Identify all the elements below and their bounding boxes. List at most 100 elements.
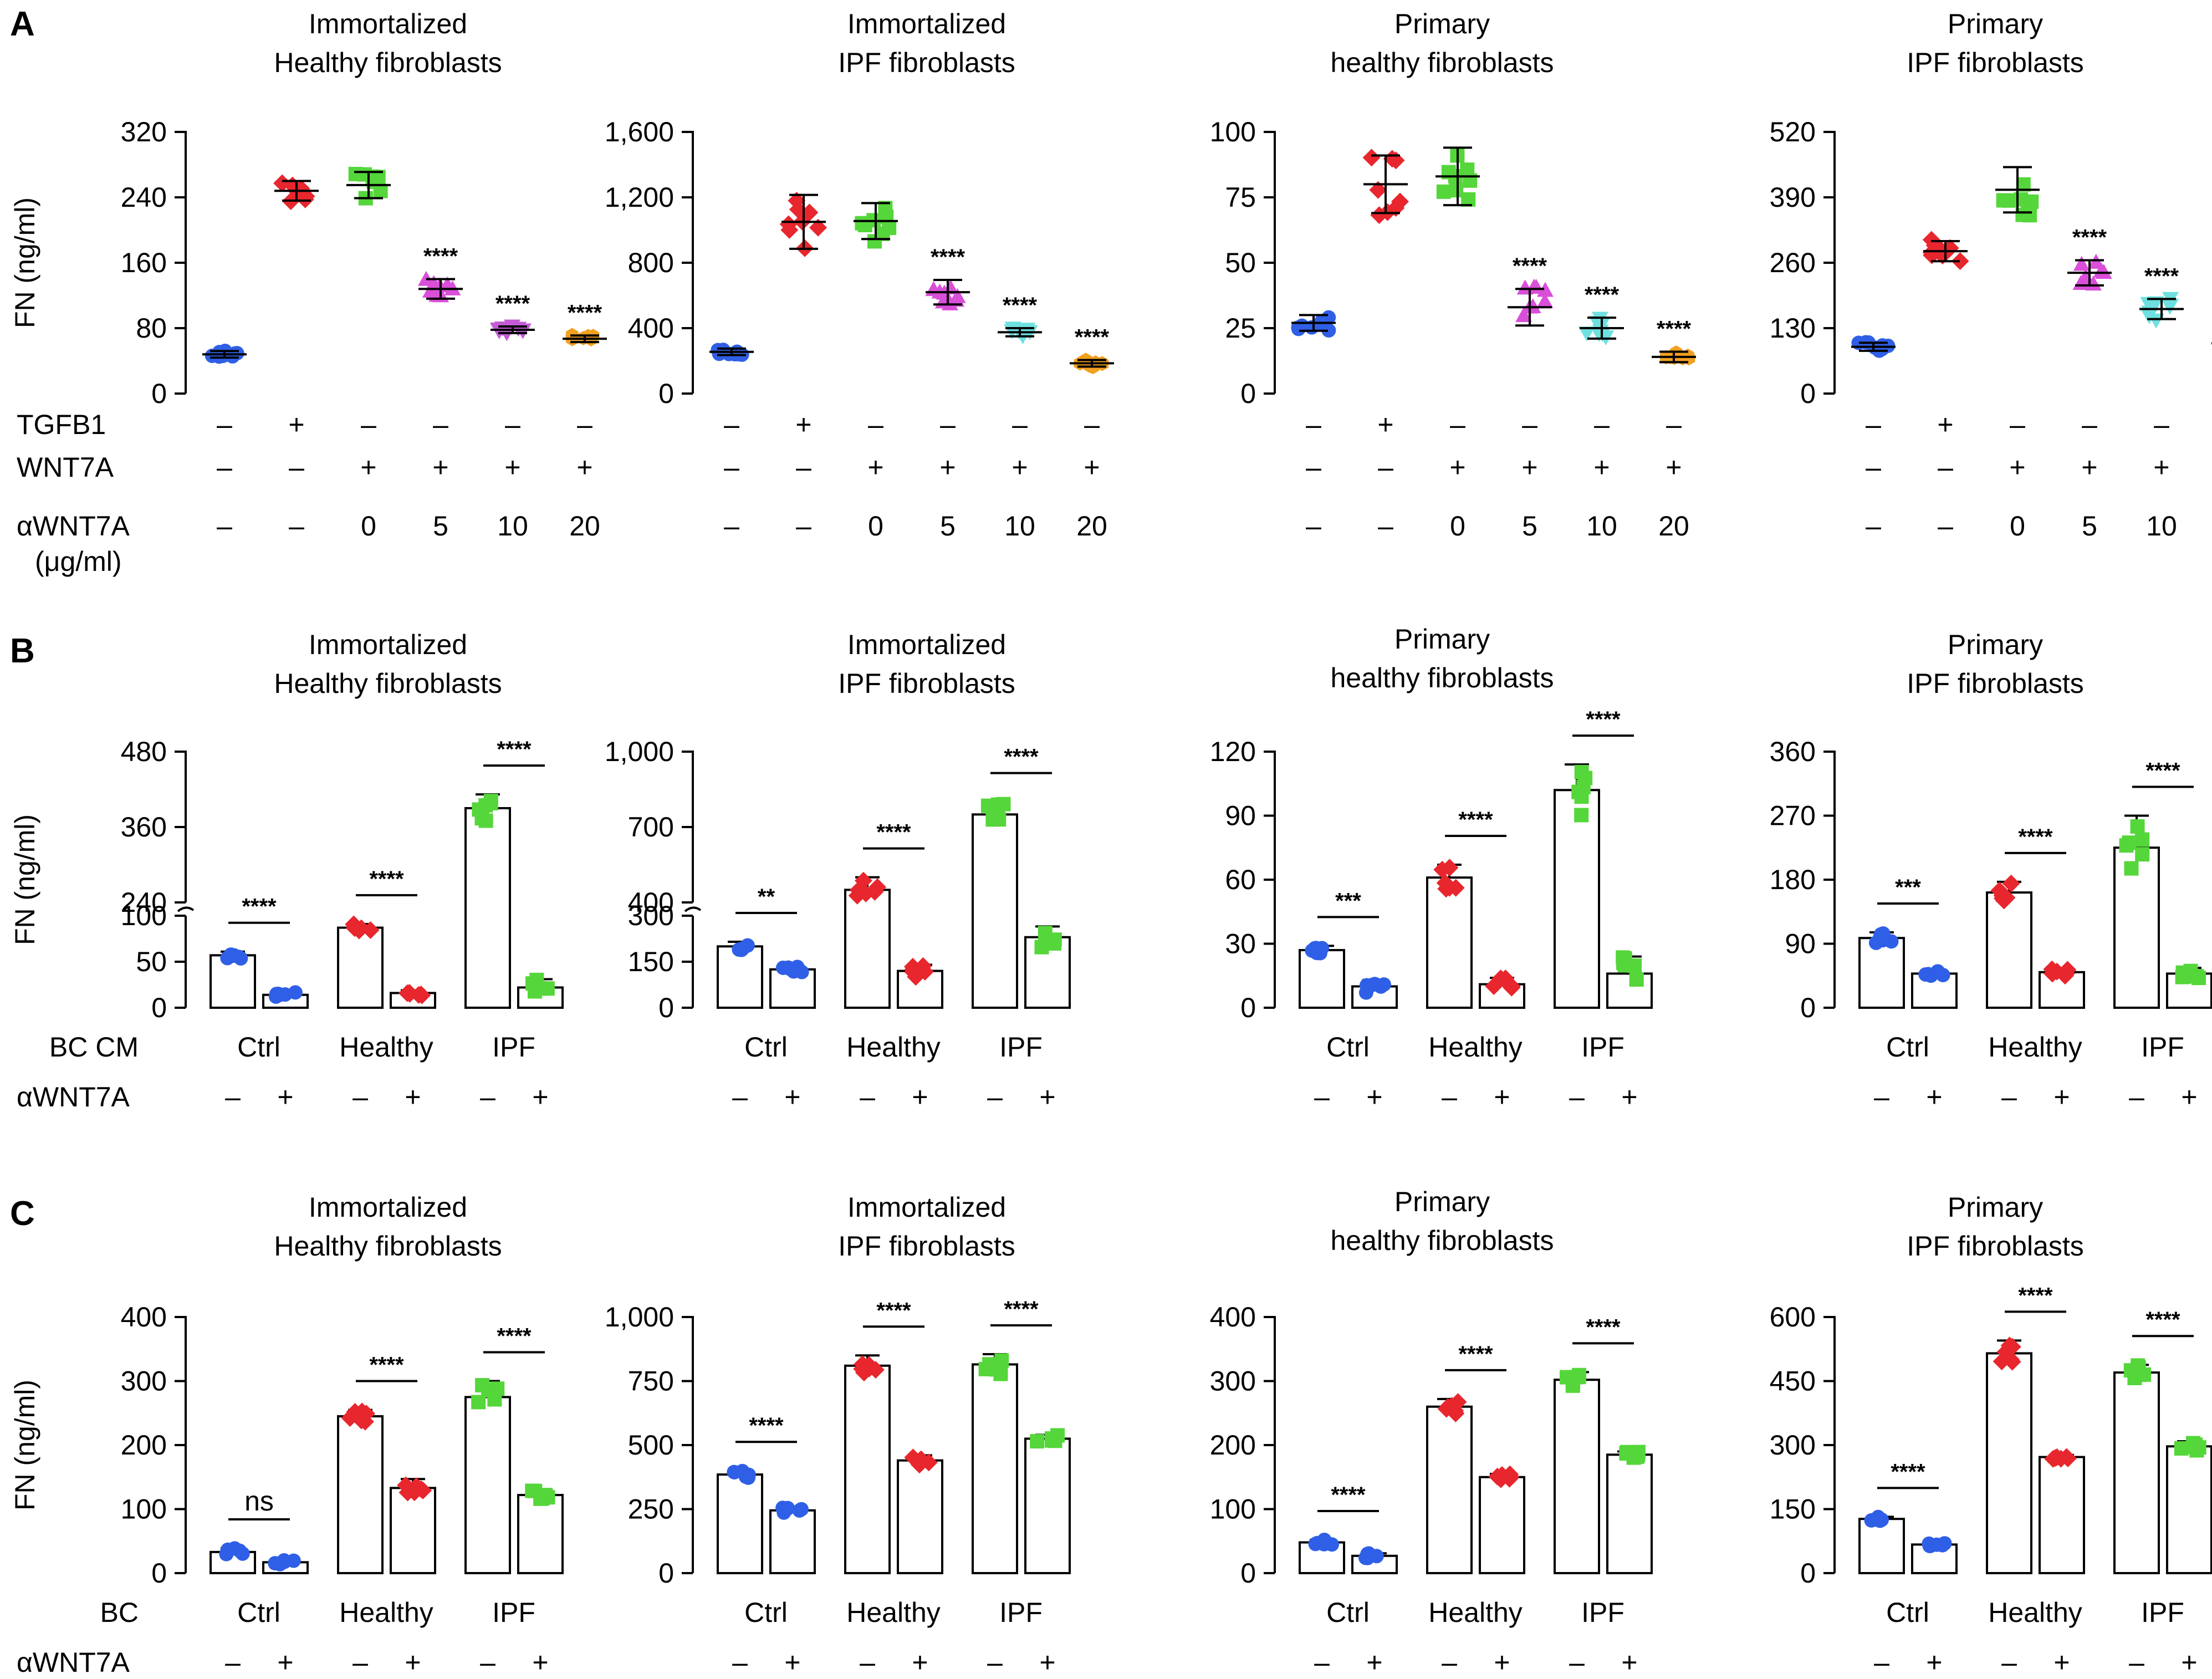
data-point <box>2057 964 2076 983</box>
data-point <box>1620 1445 1634 1459</box>
condition-value: 0 <box>1450 511 1465 542</box>
antibody-sign: – <box>1314 1081 1330 1112</box>
data-point <box>790 960 805 974</box>
y-tick-label: 700 <box>628 812 674 843</box>
data-point <box>1993 1353 2011 1371</box>
antibody-sign: – <box>1569 1081 1585 1112</box>
group-label: Ctrl <box>237 1032 280 1063</box>
chart-title-line1: Primary <box>1394 1186 1490 1217</box>
row-a-wnt7a-label: WNT7A <box>17 452 114 483</box>
antibody-sign: – <box>732 1081 748 1112</box>
y-tick-label: 1,600 <box>605 116 674 147</box>
condition-value: + <box>1449 452 1465 483</box>
antibody-sign: + <box>2053 1081 2070 1112</box>
y-tick-label: 240 <box>121 182 167 213</box>
significance-label: **** <box>1458 1342 1493 1366</box>
y-tick-label: 800 <box>628 247 674 278</box>
data-point <box>780 221 799 239</box>
y-tick-label: 0 <box>1800 378 1816 409</box>
data-point <box>2140 297 2157 312</box>
condition-value: + <box>939 452 956 483</box>
row-c-awnt7a-label: αWNT7A <box>17 1647 130 1678</box>
bar <box>210 954 256 1009</box>
data-point <box>373 183 388 198</box>
data-point <box>475 1378 490 1393</box>
antibody-sign: – <box>1874 1081 1889 1112</box>
condition-value: + <box>576 452 592 483</box>
row-a-awnt7a-label: αWNT7A <box>17 511 130 542</box>
data-point <box>471 1395 486 1410</box>
bar <box>844 1364 891 1575</box>
significance-label: **** <box>1331 1483 1366 1507</box>
significance-label: **** <box>568 300 602 325</box>
y-tick-label: 1,200 <box>605 182 674 213</box>
antibody-sign: + <box>532 1081 548 1112</box>
y-tick-label: 360 <box>121 812 167 843</box>
group-label: IPF <box>1581 1597 1624 1628</box>
data-point <box>794 1502 809 1517</box>
significance-label: **** <box>1004 1297 1039 1321</box>
data-point <box>1868 935 1883 950</box>
data-point <box>775 960 790 975</box>
y-tick-label: 80 <box>136 313 167 344</box>
data-point <box>978 1361 993 1376</box>
antibody-sign: + <box>912 1647 928 1678</box>
condition-value: 10 <box>497 511 528 542</box>
group-label: Ctrl <box>744 1032 788 1063</box>
bar <box>897 1459 943 1574</box>
y-tick-label: 25 <box>1225 313 1256 344</box>
bar <box>337 926 384 1009</box>
data-point <box>439 276 456 292</box>
y-tick-label: 390 <box>1770 182 1816 213</box>
bar <box>1858 937 1905 1009</box>
y-axis-label: FN (ng/ml) <box>9 1380 40 1510</box>
y-tick-label: 0 <box>1240 992 1256 1023</box>
y-tick-label: 0 <box>151 992 167 1023</box>
condition-value: – <box>2010 409 2025 440</box>
condition-value: – <box>724 409 739 440</box>
antibody-sign: + <box>784 1081 800 1112</box>
condition-value: – <box>1522 409 1537 440</box>
data-point <box>860 1356 878 1374</box>
significance-label: **** <box>876 820 911 845</box>
data-point <box>487 1392 502 1407</box>
y-tick-label: 300 <box>1210 1366 1256 1397</box>
data-point <box>1030 1434 1045 1449</box>
group-label: Ctrl <box>1886 1032 1929 1063</box>
data-point <box>1316 1537 1331 1552</box>
data-point <box>478 813 493 828</box>
significance-label: **** <box>369 867 404 891</box>
significance-label: **** <box>2144 264 2179 288</box>
antibody-sign: – <box>353 1647 368 1678</box>
data-point <box>1447 879 1465 897</box>
data-point <box>1935 967 1950 982</box>
bar <box>390 1487 436 1575</box>
data-point <box>1437 1400 1455 1418</box>
antibody-sign: – <box>860 1647 875 1678</box>
significance-label: **** <box>876 1298 911 1323</box>
data-point <box>525 976 540 991</box>
group-label: Healthy <box>846 1597 941 1628</box>
data-point <box>231 950 246 964</box>
significance-label: *** <box>1335 889 1361 913</box>
data-point <box>1312 946 1327 961</box>
bar <box>1479 1476 1525 1574</box>
antibody-sign: + <box>2181 1081 2197 1112</box>
y-tick-label: 200 <box>121 1430 167 1461</box>
y-tick-label: 0 <box>1240 378 1256 409</box>
significance-label: **** <box>369 1353 404 1377</box>
condition-value: – <box>217 452 232 483</box>
y-tick-label: 300 <box>1770 1430 1816 1461</box>
y-tick-label: 180 <box>1770 864 1816 895</box>
significance-label: **** <box>1891 1459 1925 1484</box>
data-point <box>2073 256 2090 271</box>
antibody-sign: – <box>225 1081 241 1112</box>
condition-value: – <box>2154 409 2169 440</box>
condition-value: 0 <box>361 511 376 542</box>
antibody-sign: + <box>277 1081 293 1112</box>
y-tick-label: 750 <box>628 1366 674 1397</box>
antibody-sign: – <box>2129 1647 2144 1678</box>
significance-label: **** <box>1513 254 1547 278</box>
significance-label: *** <box>1895 875 1921 900</box>
significance-label: **** <box>1004 745 1039 769</box>
